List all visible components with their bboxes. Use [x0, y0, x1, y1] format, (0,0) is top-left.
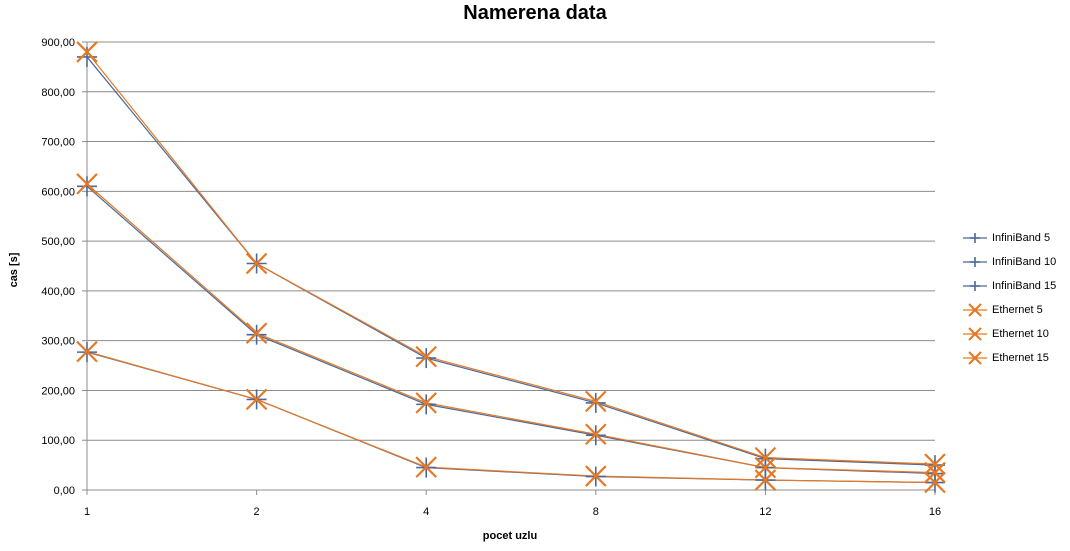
y-tick-label: 700,00	[41, 137, 75, 149]
x-tick-label: 2	[254, 506, 260, 518]
x-tick-label: 4	[423, 506, 429, 518]
y-tick-label: 0,00	[54, 485, 75, 497]
y-tick-label: 600,00	[41, 186, 75, 198]
data-point	[754, 456, 777, 479]
data-point	[415, 392, 437, 414]
legend-item: Ethernet 10	[962, 322, 1056, 346]
legend-label: InfiniBand 15	[992, 280, 1057, 292]
legend-swatch	[963, 281, 987, 291]
data-point	[754, 446, 777, 469]
legend-swatch	[963, 233, 987, 243]
series-line	[86, 51, 936, 465]
data-point	[415, 345, 437, 368]
x-tick-label: 1	[84, 506, 90, 518]
chart-title: Namerena data	[463, 2, 607, 24]
x-tick-label: 8	[593, 506, 599, 518]
data-point	[76, 173, 98, 195]
series-line	[86, 351, 936, 484]
legend-swatch	[963, 327, 987, 341]
legend-label: InfiniBand 5	[992, 232, 1051, 244]
legend-label: Ethernet 15	[992, 352, 1049, 364]
chart-legend: InfiniBand 5 InfiniBand 10 InfiniBand 15 Et…	[962, 226, 1056, 370]
legend-item: InfiniBand 15	[962, 274, 1056, 298]
series-line	[86, 183, 936, 474]
data-point	[245, 388, 268, 411]
y-tick-label: 800,00	[41, 87, 75, 99]
data-point	[245, 252, 268, 275]
data-point	[924, 453, 946, 475]
data-point	[585, 390, 607, 413]
legend-label: Ethernet 10	[992, 328, 1049, 340]
legend-swatch	[963, 257, 987, 267]
data-point	[585, 465, 607, 487]
y-tick-label: 200,00	[41, 385, 75, 397]
x-tick-label: 12	[759, 506, 771, 518]
y-tick-label: 100,00	[41, 435, 75, 447]
data-point	[415, 456, 437, 478]
y-tick-label: 500,00	[41, 236, 75, 248]
legend-swatch	[963, 303, 987, 317]
legend-label: InfiniBand 10	[992, 256, 1057, 268]
legend-item: Ethernet 5	[962, 298, 1056, 322]
legend-item: InfiniBand 10	[962, 250, 1056, 274]
legend-swatch	[963, 351, 987, 365]
y-tick-label: 900,00	[41, 37, 75, 49]
y-tick-label: 300,00	[41, 336, 75, 348]
data-point	[924, 471, 946, 494]
series-line	[86, 56, 936, 466]
data-point	[245, 322, 268, 344]
legend-item: Ethernet 15	[962, 346, 1056, 370]
series-line	[86, 351, 936, 484]
data-point	[76, 41, 98, 63]
data-point	[76, 340, 98, 363]
legend-label: Ethernet 5	[992, 304, 1043, 316]
x-tick-label: 16	[929, 506, 941, 518]
series-line	[86, 185, 936, 475]
legend-item: InfiniBand 5	[962, 226, 1056, 250]
y-tick-label: 400,00	[41, 286, 75, 298]
data-point	[924, 461, 946, 484]
data-point	[585, 423, 607, 446]
